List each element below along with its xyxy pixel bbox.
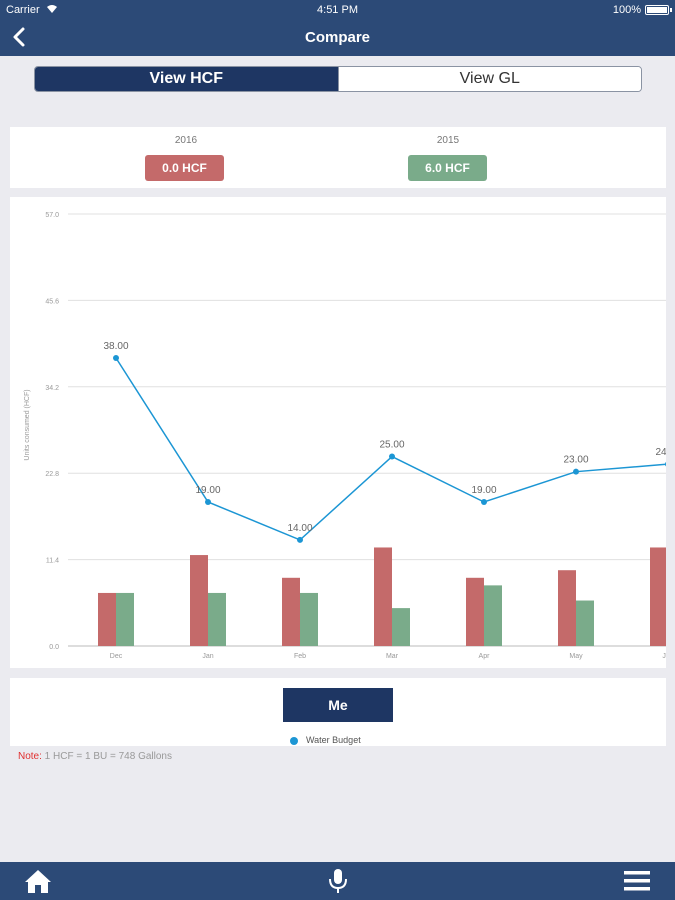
data-label: 23.00 — [563, 455, 588, 466]
segment-view-hcf[interactable]: View HCF — [35, 67, 338, 91]
y-tick-label: 34.2 — [45, 385, 59, 392]
x-tick-label: May — [569, 653, 583, 660]
bar — [650, 547, 666, 646]
bar — [282, 577, 300, 646]
water-budget-point — [573, 468, 579, 475]
water-budget-legend-marker — [290, 737, 298, 745]
carrier-label: Carrier — [6, 4, 40, 16]
bar — [116, 592, 134, 646]
status-bar: Carrier 4:51 PM 100% — [0, 0, 675, 20]
chevron-left-icon — [13, 27, 25, 47]
x-tick-label: Dec — [110, 653, 123, 660]
year-label-2016: 2016 — [174, 135, 198, 146]
y-tick-label: 57.0 — [45, 212, 59, 219]
segment-view-gl[interactable]: View GL — [337, 67, 641, 91]
x-tick-label: Apr — [479, 653, 491, 660]
bar — [300, 592, 318, 646]
bar — [190, 555, 208, 646]
bar — [484, 585, 502, 646]
water-budget-line — [115, 357, 666, 541]
bar — [374, 547, 392, 646]
navigation-header: Carrier 4:51 PM 100% Compare — [0, 0, 675, 56]
status-time: 4:51 PM — [317, 4, 358, 16]
menu-icon[interactable] — [623, 868, 651, 894]
water-budget-legend-label: Water Budget — [306, 735, 361, 745]
x-tick-label: Jan — [202, 653, 213, 660]
usage-badge-2015: 6.0 HCF — [408, 155, 487, 181]
x-tick-label: Jun — [662, 653, 666, 660]
data-label: 19.00 — [471, 485, 496, 496]
legend-card: Me Water Budget — [10, 678, 666, 746]
y-tick-label: 22.8 — [45, 471, 59, 478]
data-label: 14.00 — [287, 523, 312, 534]
me-button[interactable]: Me — [283, 688, 393, 722]
page-title: Compare — [304, 29, 371, 46]
water-budget-point — [665, 461, 666, 467]
water-budget-point — [389, 453, 395, 460]
bar — [576, 600, 594, 646]
water-budget-point — [113, 355, 119, 361]
battery-icon — [645, 5, 672, 15]
bar — [392, 608, 410, 646]
data-label: 38.00 — [103, 341, 128, 352]
footnote: Note: 1 HCF = 1 BU = 748 Gallons — [18, 751, 172, 762]
wifi-icon — [47, 5, 57, 13]
usage-chart-svg: 57.0 45.6 34.2 22.8 11.4 0.0 Units consumed (H… — [24, 212, 666, 660]
bottom-tab-bar — [0, 862, 675, 900]
water-budget-point — [481, 499, 487, 505]
water-budget-point — [205, 499, 211, 505]
home-icon[interactable] — [24, 868, 52, 894]
data-label: 24.00 — [655, 447, 666, 458]
bar — [208, 592, 226, 646]
back-button[interactable] — [8, 24, 32, 50]
data-label: 19.00 — [195, 485, 220, 496]
usage-badge-2016: 0.0 HCF — [145, 155, 224, 181]
view-segmented-control: View HCF View GL — [34, 66, 642, 92]
year-label-2015: 2015 — [436, 135, 460, 146]
y-tick-label: 0.0 — [49, 644, 59, 651]
bar — [98, 592, 116, 646]
x-tick-label: Mar — [386, 653, 399, 660]
microphone-icon[interactable] — [324, 868, 352, 894]
y-axis-label: Units consumed (HCF) — [24, 389, 31, 460]
summary-card: 2016 0.0 HCF 2015 6.0 HCF — [10, 127, 666, 188]
water-budget-point — [297, 536, 303, 543]
y-tick-label: 45.6 — [45, 298, 59, 305]
y-tick-label: 11.4 — [46, 558, 59, 565]
data-label: 25.00 — [379, 440, 404, 451]
bar — [558, 570, 576, 646]
note-label: Note: — [18, 751, 42, 762]
bar — [466, 577, 484, 646]
note-text: 1 HCF = 1 BU = 748 Gallons — [41, 751, 172, 762]
x-tick-label: Feb — [294, 653, 306, 660]
usage-chart: 57.0 45.6 34.2 22.8 11.4 0.0 Units consumed (H… — [10, 197, 666, 668]
battery-percent: 100% — [612, 4, 641, 16]
